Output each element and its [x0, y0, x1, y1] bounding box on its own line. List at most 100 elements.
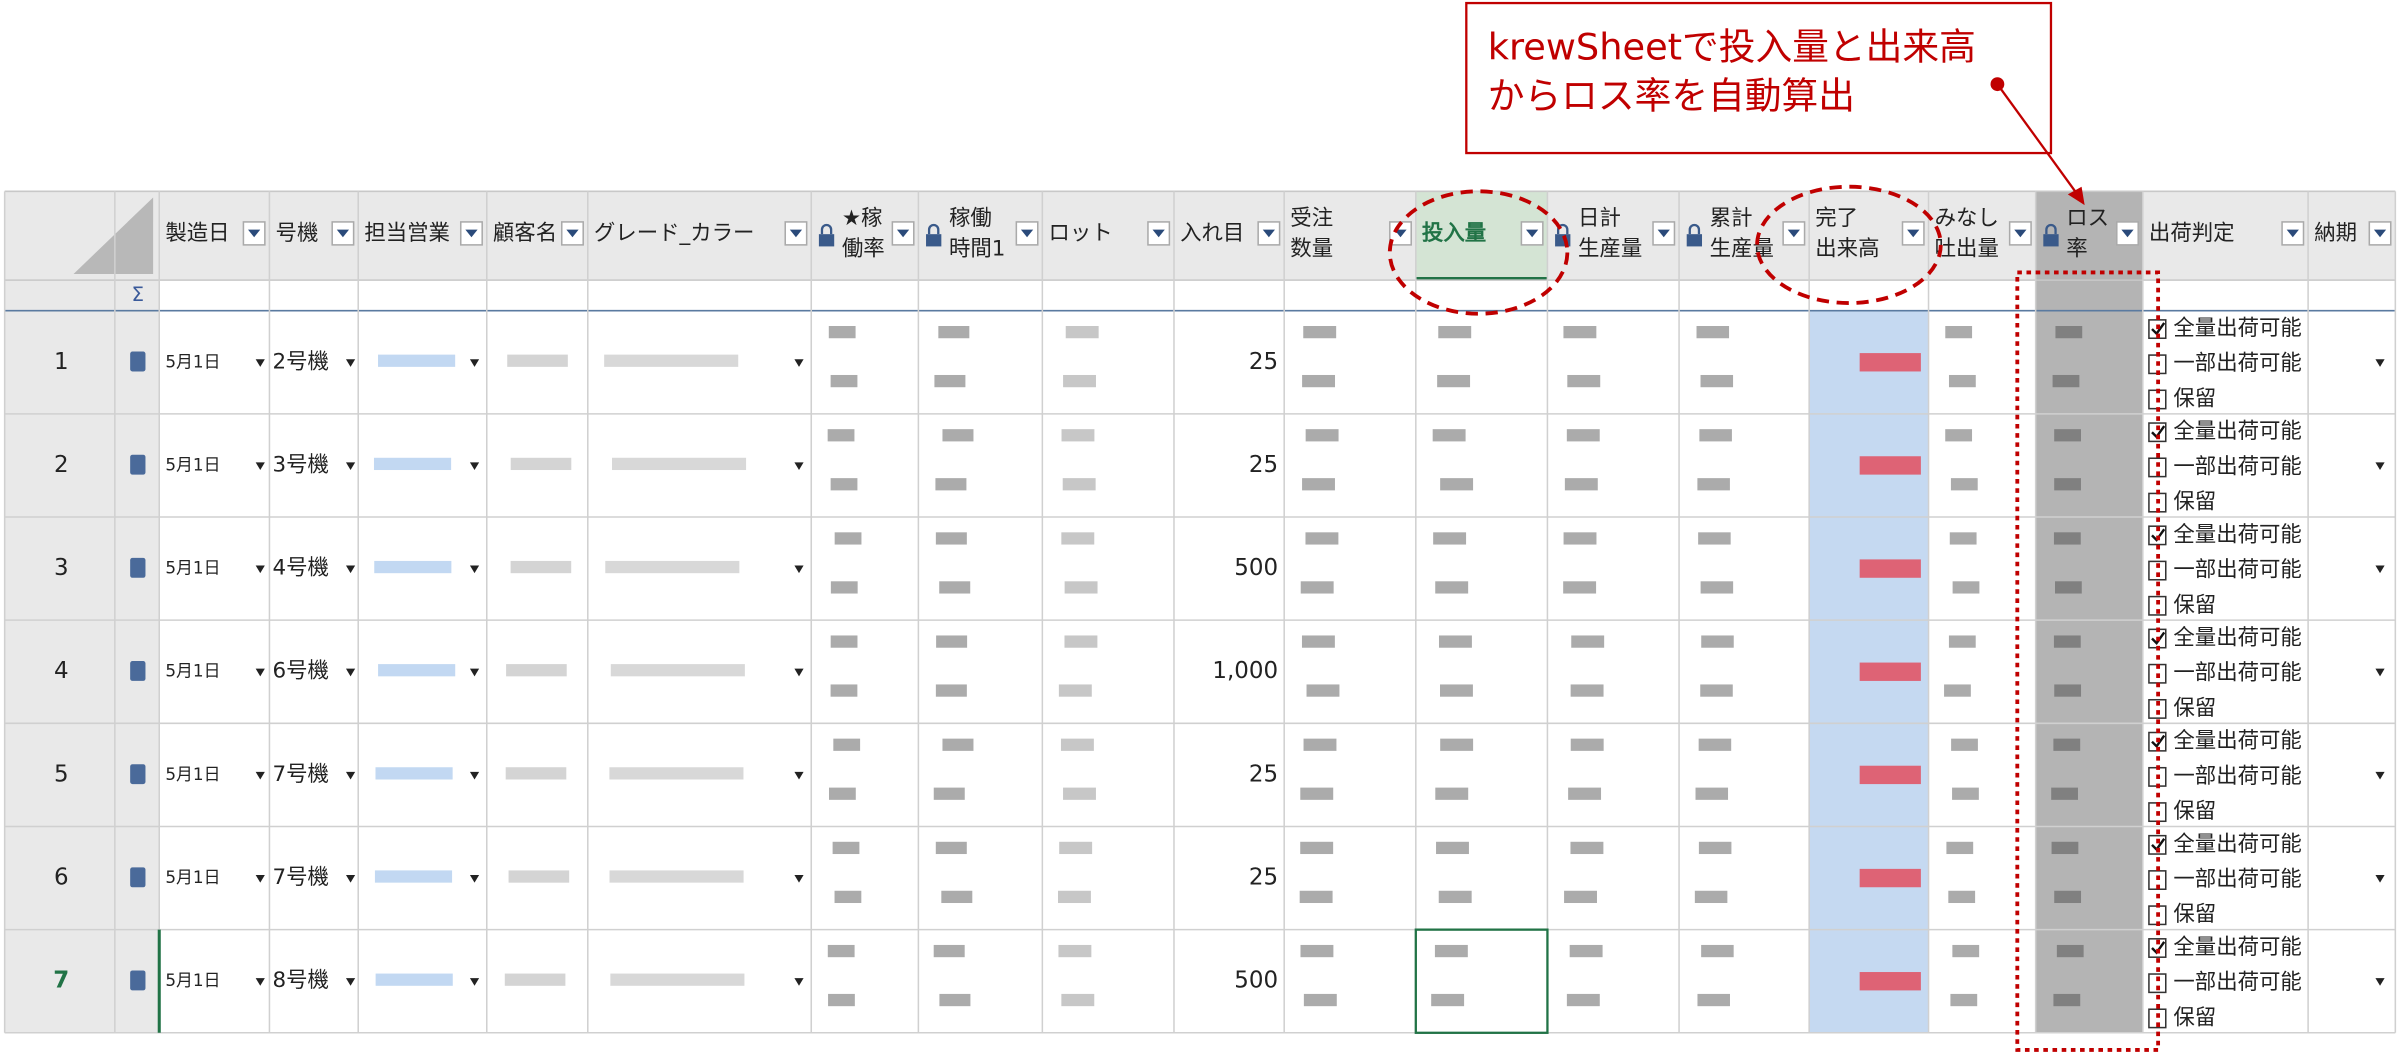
- dropdown-arrow[interactable]: [2375, 668, 2385, 677]
- blurred-content: [939, 581, 971, 594]
- blurred-content: [612, 457, 747, 471]
- dropdown-arrow[interactable]: [794, 668, 804, 677]
- dropdown-arrow[interactable]: [255, 668, 265, 677]
- dropdown-arrow[interactable]: [255, 978, 265, 986]
- lock-icon: [1556, 223, 1569, 235]
- column-header: みなし: [1935, 206, 1999, 231]
- lock-icon: [1688, 223, 1701, 235]
- option: 保留: [2173, 490, 2216, 515]
- checkbox[interactable]: [2148, 525, 2167, 546]
- blurred-content: [1299, 890, 1333, 904]
- blurred-content: [1059, 841, 1093, 855]
- row-number: 3: [54, 555, 69, 581]
- date: 5月1日: [165, 351, 220, 371]
- dropdown-arrow[interactable]: [255, 565, 265, 574]
- dropdown-arrow[interactable]: [469, 462, 480, 471]
- dropdown-arrow[interactable]: [794, 565, 804, 574]
- option: 保留: [2173, 696, 2216, 721]
- col-highlight: [2035, 191, 2143, 1033]
- dropdown-arrow[interactable]: [255, 462, 265, 471]
- blurred-content: [1698, 841, 1732, 855]
- blurred-content: [1952, 787, 1979, 800]
- blurred-content: [374, 560, 452, 574]
- check: [2151, 734, 2166, 749]
- dropdown-arrow[interactable]: [469, 875, 480, 883]
- option: 保留: [2173, 902, 2216, 927]
- checkbox[interactable]: [2148, 560, 2167, 581]
- filter-arrow: [789, 229, 803, 238]
- dropdown-arrow[interactable]: [2375, 565, 2385, 574]
- filter-arrow: [2373, 229, 2387, 238]
- checkbox[interactable]: [2148, 973, 2167, 994]
- option: 全量出荷可能: [2173, 626, 2301, 651]
- filter-arrow: [1152, 229, 1165, 238]
- dropdown-arrow[interactable]: [2375, 771, 2385, 780]
- blurred-content: [1701, 635, 1734, 648]
- dropdown-arrow[interactable]: [794, 359, 804, 367]
- dropdown-arrow[interactable]: [345, 978, 356, 986]
- dropdown-arrow[interactable]: [469, 978, 480, 986]
- blurred-content: [1946, 841, 1974, 855]
- blurred-content: [1859, 353, 1921, 372]
- blurred-content: [1952, 581, 1980, 594]
- blurred-content: [1437, 374, 1471, 388]
- checkbox[interactable]: [2148, 422, 2167, 443]
- dropdown-arrow[interactable]: [2375, 359, 2385, 367]
- blurred-content: [1058, 944, 1092, 958]
- dropdown-arrow[interactable]: [794, 978, 804, 986]
- blurred-content: [1440, 478, 1474, 491]
- dropdown-arrow[interactable]: [2375, 462, 2385, 471]
- checkbox[interactable]: [2148, 938, 2167, 958]
- blurred-content: [1438, 326, 1472, 339]
- dropdown-arrow[interactable]: [255, 875, 265, 883]
- dropdown-arrow[interactable]: [469, 668, 480, 677]
- dropdown-arrow[interactable]: [794, 462, 804, 471]
- dropdown-arrow[interactable]: [345, 668, 356, 677]
- blurred-content: [1859, 868, 1921, 888]
- blurred-content: [828, 326, 856, 339]
- date: 5月1日: [165, 661, 220, 681]
- dropdown-arrow[interactable]: [469, 771, 480, 780]
- checkbox[interactable]: [2148, 1008, 2167, 1029]
- dropdown-arrow[interactable]: [794, 875, 804, 883]
- lock-icon: [820, 223, 833, 235]
- blurred-content: [2054, 478, 2081, 491]
- dropdown-arrow[interactable]: [255, 359, 265, 367]
- dropdown-arrow[interactable]: [469, 359, 480, 367]
- filter-arrow: [2014, 229, 2027, 238]
- blurred-content: [378, 354, 456, 367]
- checkbox[interactable]: [2148, 834, 2167, 855]
- machine: 7号機: [273, 865, 329, 890]
- blurred-content: [1302, 374, 1336, 388]
- dropdown-arrow[interactable]: [794, 771, 804, 780]
- column-header: 投入量: [1422, 221, 1486, 246]
- column-header: 出荷判定: [2149, 221, 2235, 246]
- column-header: 号機: [276, 221, 319, 246]
- dropdown-arrow[interactable]: [345, 359, 356, 367]
- dropdown-arrow[interactable]: [2375, 978, 2385, 986]
- dropdown-arrow[interactable]: [345, 875, 356, 883]
- row-number: 1: [54, 349, 69, 375]
- blurred-content: [1563, 326, 1597, 339]
- blurred-content: [1567, 374, 1601, 388]
- blurred-content: [506, 664, 567, 677]
- checkbox[interactable]: [2148, 595, 2167, 616]
- blurred-content: [1949, 532, 1977, 545]
- dropdown-arrow[interactable]: [469, 565, 480, 574]
- blurred-content: [1564, 478, 1598, 491]
- dropdown-arrow[interactable]: [345, 771, 356, 780]
- dropdown-arrow[interactable]: [345, 462, 356, 471]
- checkbox[interactable]: [2148, 698, 2167, 719]
- blurred-content: [1695, 787, 1729, 800]
- blurred-content: [1948, 890, 1976, 904]
- blurred-content: [604, 354, 739, 367]
- dropdown-arrow[interactable]: [2375, 875, 2385, 883]
- dropdown-arrow[interactable]: [255, 771, 265, 780]
- corner: [73, 197, 154, 274]
- blurred-content: [2053, 738, 2081, 751]
- checkbox[interactable]: [2148, 457, 2167, 478]
- blurred-content: [1566, 993, 1600, 1007]
- blurred-content: [1063, 787, 1096, 800]
- dropdown-arrow[interactable]: [345, 565, 356, 574]
